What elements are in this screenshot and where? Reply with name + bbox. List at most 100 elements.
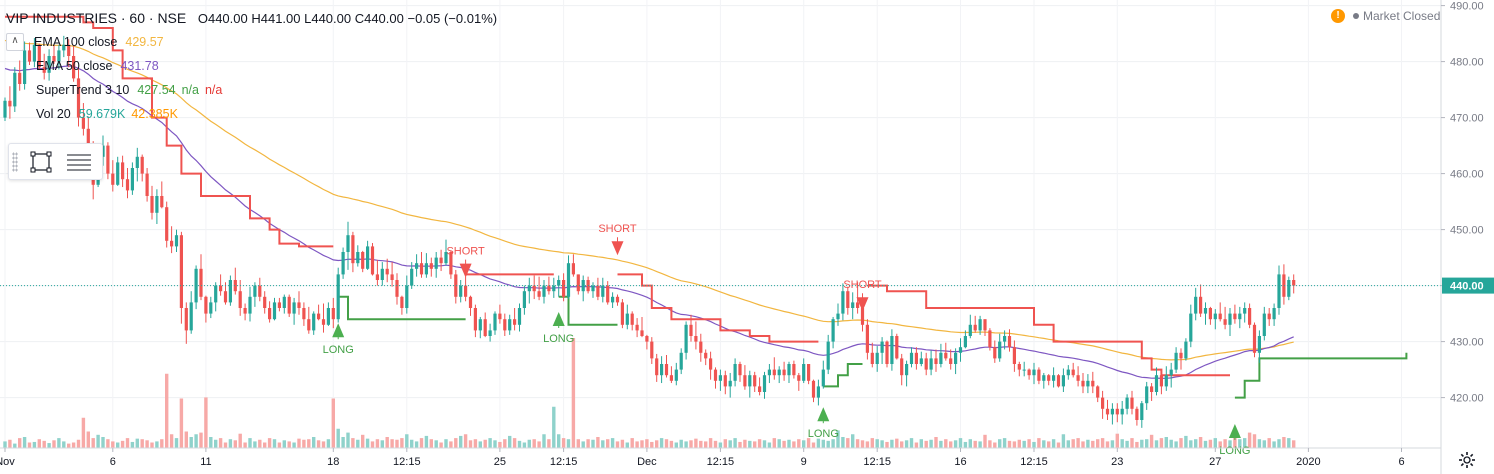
volume-bar: [909, 438, 914, 448]
rectangle-drawing-icon[interactable]: [26, 147, 56, 177]
candle-body: [228, 280, 232, 303]
indicator-row[interactable]: ∧ EMA 100 close 429.57: [6, 30, 497, 54]
volume-bar: [655, 440, 659, 448]
symbol-title[interactable]: VIP INDUSTRIES · 60 · NSE: [6, 10, 187, 26]
price-axis: 420.00 430.00 440.00 450.00 460.00 470.00 480.…: [1441, 1, 1484, 405]
volume-bar: [1125, 440, 1129, 448]
volume-bar: [958, 438, 963, 448]
volume-bar: [1208, 439, 1213, 448]
long-arrow-icon: [332, 323, 345, 338]
volume-bar: [792, 441, 796, 448]
candle-body: [733, 364, 737, 381]
volume-bar: [1247, 432, 1252, 448]
volume-bar: [370, 441, 375, 448]
drag-handle[interactable]: [12, 151, 18, 172]
candle-body: [934, 358, 938, 364]
indicator-name[interactable]: EMA 50 close: [36, 59, 113, 73]
candle-body: [503, 319, 507, 331]
indicator-name[interactable]: Vol 20: [36, 107, 71, 121]
volume-bar: [248, 438, 252, 448]
candle-body: [1189, 313, 1193, 342]
market-status[interactable]: ! Market Closed: [1331, 9, 1440, 23]
volume-bar: [169, 434, 174, 448]
candle-body: [1105, 408, 1110, 415]
candle-body: [326, 308, 330, 325]
candle-body: [1135, 408, 1139, 420]
candle-body: [302, 308, 306, 320]
volume-bar: [1086, 439, 1090, 448]
volume-bar: [953, 440, 958, 448]
volume-bar: [713, 440, 718, 448]
candle-body: [405, 285, 409, 308]
volume-bar: [463, 434, 468, 448]
candle-body: [1076, 375, 1080, 381]
candle-body: [802, 364, 806, 381]
collapse-chevron-icon[interactable]: ∧: [6, 33, 24, 51]
indicator-row[interactable]: EMA 50 close 431.78: [6, 54, 497, 78]
candle-body: [1194, 296, 1198, 314]
volume-bar: [498, 441, 502, 448]
candle-body: [527, 285, 531, 292]
volume-bar: [1292, 440, 1296, 448]
volume-bar: [135, 438, 139, 448]
horizontal-lines-icon[interactable]: [64, 147, 94, 177]
supertrend-line: [1234, 352, 1408, 399]
candle-body: [204, 296, 208, 314]
candle-body: [777, 369, 781, 376]
candle-body: [998, 341, 1002, 359]
settings-gear-icon[interactable]: [1458, 451, 1476, 469]
indicator-name[interactable]: EMA 100 close: [34, 35, 118, 49]
indicator-name[interactable]: SuperTrend 3 10: [36, 83, 130, 97]
candle-body: [679, 352, 683, 370]
candle-body: [958, 347, 963, 353]
volume-bar: [1145, 439, 1149, 448]
volume-bar: [13, 443, 17, 448]
indicator-value: n/a: [204, 83, 223, 97]
candle-body: [1042, 375, 1046, 381]
candle-body: [72, 56, 76, 79]
candle-body: [62, 44, 66, 51]
candle-body: [277, 302, 281, 308]
volume-bar: [870, 438, 874, 448]
volume-bar: [62, 441, 66, 448]
candle-body: [1110, 408, 1114, 415]
signal-label: SHORT: [598, 223, 637, 235]
candle-body: [929, 358, 933, 370]
volume-bar: [1110, 440, 1115, 448]
candle-body: [816, 386, 820, 398]
volume-bar: [797, 439, 801, 448]
volume-bar: [312, 437, 316, 448]
volume-bar: [1194, 439, 1198, 448]
candle-body: [895, 336, 899, 359]
drawing-toolbox[interactable]: [8, 143, 103, 180]
candle-body: [130, 168, 134, 191]
candle-body: [331, 308, 335, 320]
volume-bar: [449, 441, 453, 448]
volume-bar: [351, 438, 355, 448]
indicator-row[interactable]: SuperTrend 3 10 427.54 n/a n/a: [6, 78, 497, 102]
candle-body: [18, 72, 22, 84]
volume-bar: [47, 443, 51, 448]
volume-bar: [836, 430, 840, 448]
price-tick-label: 450.00: [1450, 225, 1484, 237]
candle-body: [464, 285, 468, 297]
volume-bar: [375, 439, 380, 448]
candle-body: [184, 308, 188, 331]
candle-body: [993, 347, 997, 359]
volume-bar: [880, 440, 884, 448]
candle-body: [851, 302, 855, 308]
candle-body: [47, 56, 51, 73]
volume-bar: [184, 431, 188, 448]
volume-bar: [32, 441, 37, 448]
candle-body: [1140, 403, 1144, 420]
time-tick-label: 12:15: [393, 456, 421, 468]
volume-bar: [478, 441, 482, 448]
warning-icon[interactable]: !: [1331, 9, 1345, 23]
candle-body: [258, 285, 262, 297]
volume-bar: [640, 440, 644, 448]
volume-bar: [968, 439, 972, 448]
indicator-row[interactable]: Vol 20 59.679K 42.385K: [6, 102, 497, 126]
volume-bar: [728, 440, 732, 448]
